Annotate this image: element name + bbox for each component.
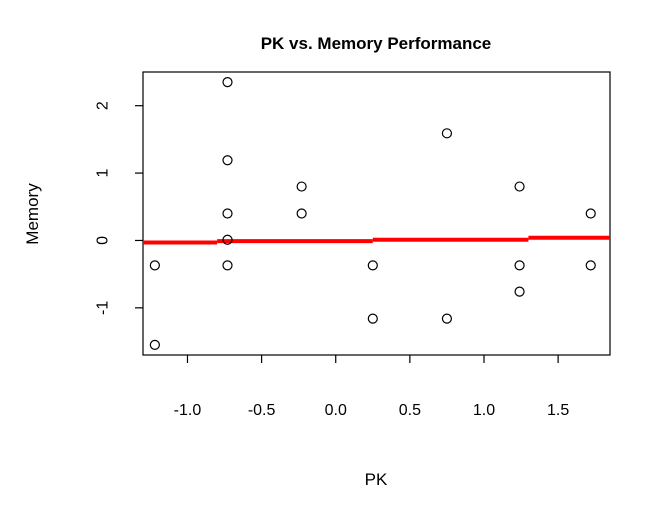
trend-line: [143, 235, 610, 245]
data-point: [222, 208, 233, 219]
data-point: [441, 313, 453, 324]
data-point: [441, 128, 453, 139]
data-point: [149, 339, 160, 350]
data-point: [367, 260, 378, 271]
data-point: [514, 286, 525, 297]
y-axis-label: Memory: [23, 183, 42, 245]
data-point: [514, 181, 525, 192]
y-axis: -1 0 1 2: [95, 101, 143, 315]
data-point: [585, 260, 596, 271]
x-tick-label: -0.5: [248, 402, 276, 419]
data-point: [585, 208, 596, 219]
data-point: [222, 155, 233, 166]
x-axis-label: PK: [365, 470, 388, 489]
data-point: [222, 260, 233, 271]
data-point: [367, 313, 378, 324]
y-tick-label: 0: [95, 236, 112, 245]
y-tick-label: 2: [95, 101, 112, 110]
data-point: [514, 260, 525, 271]
plot-frame: [142, 71, 611, 356]
x-axis: -1.0 -0.5 0.0 0.5 1.0 1.5: [174, 355, 569, 419]
data-point: [149, 260, 160, 271]
x-tick-label: 0.5: [399, 402, 421, 419]
chart-title: PK vs. Memory Performance: [261, 34, 492, 53]
x-tick-label: 1.0: [473, 402, 495, 419]
data-point: [296, 208, 307, 219]
x-tick-label: -1.0: [174, 402, 202, 419]
data-points: [149, 77, 596, 350]
y-tick-label: -1: [95, 301, 112, 315]
x-tick-label: 0.0: [325, 402, 347, 419]
data-point: [222, 234, 233, 245]
data-point: [296, 181, 307, 192]
y-tick-label: 1: [95, 169, 112, 178]
data-point: [222, 77, 233, 88]
x-tick-label: 1.5: [547, 402, 569, 419]
